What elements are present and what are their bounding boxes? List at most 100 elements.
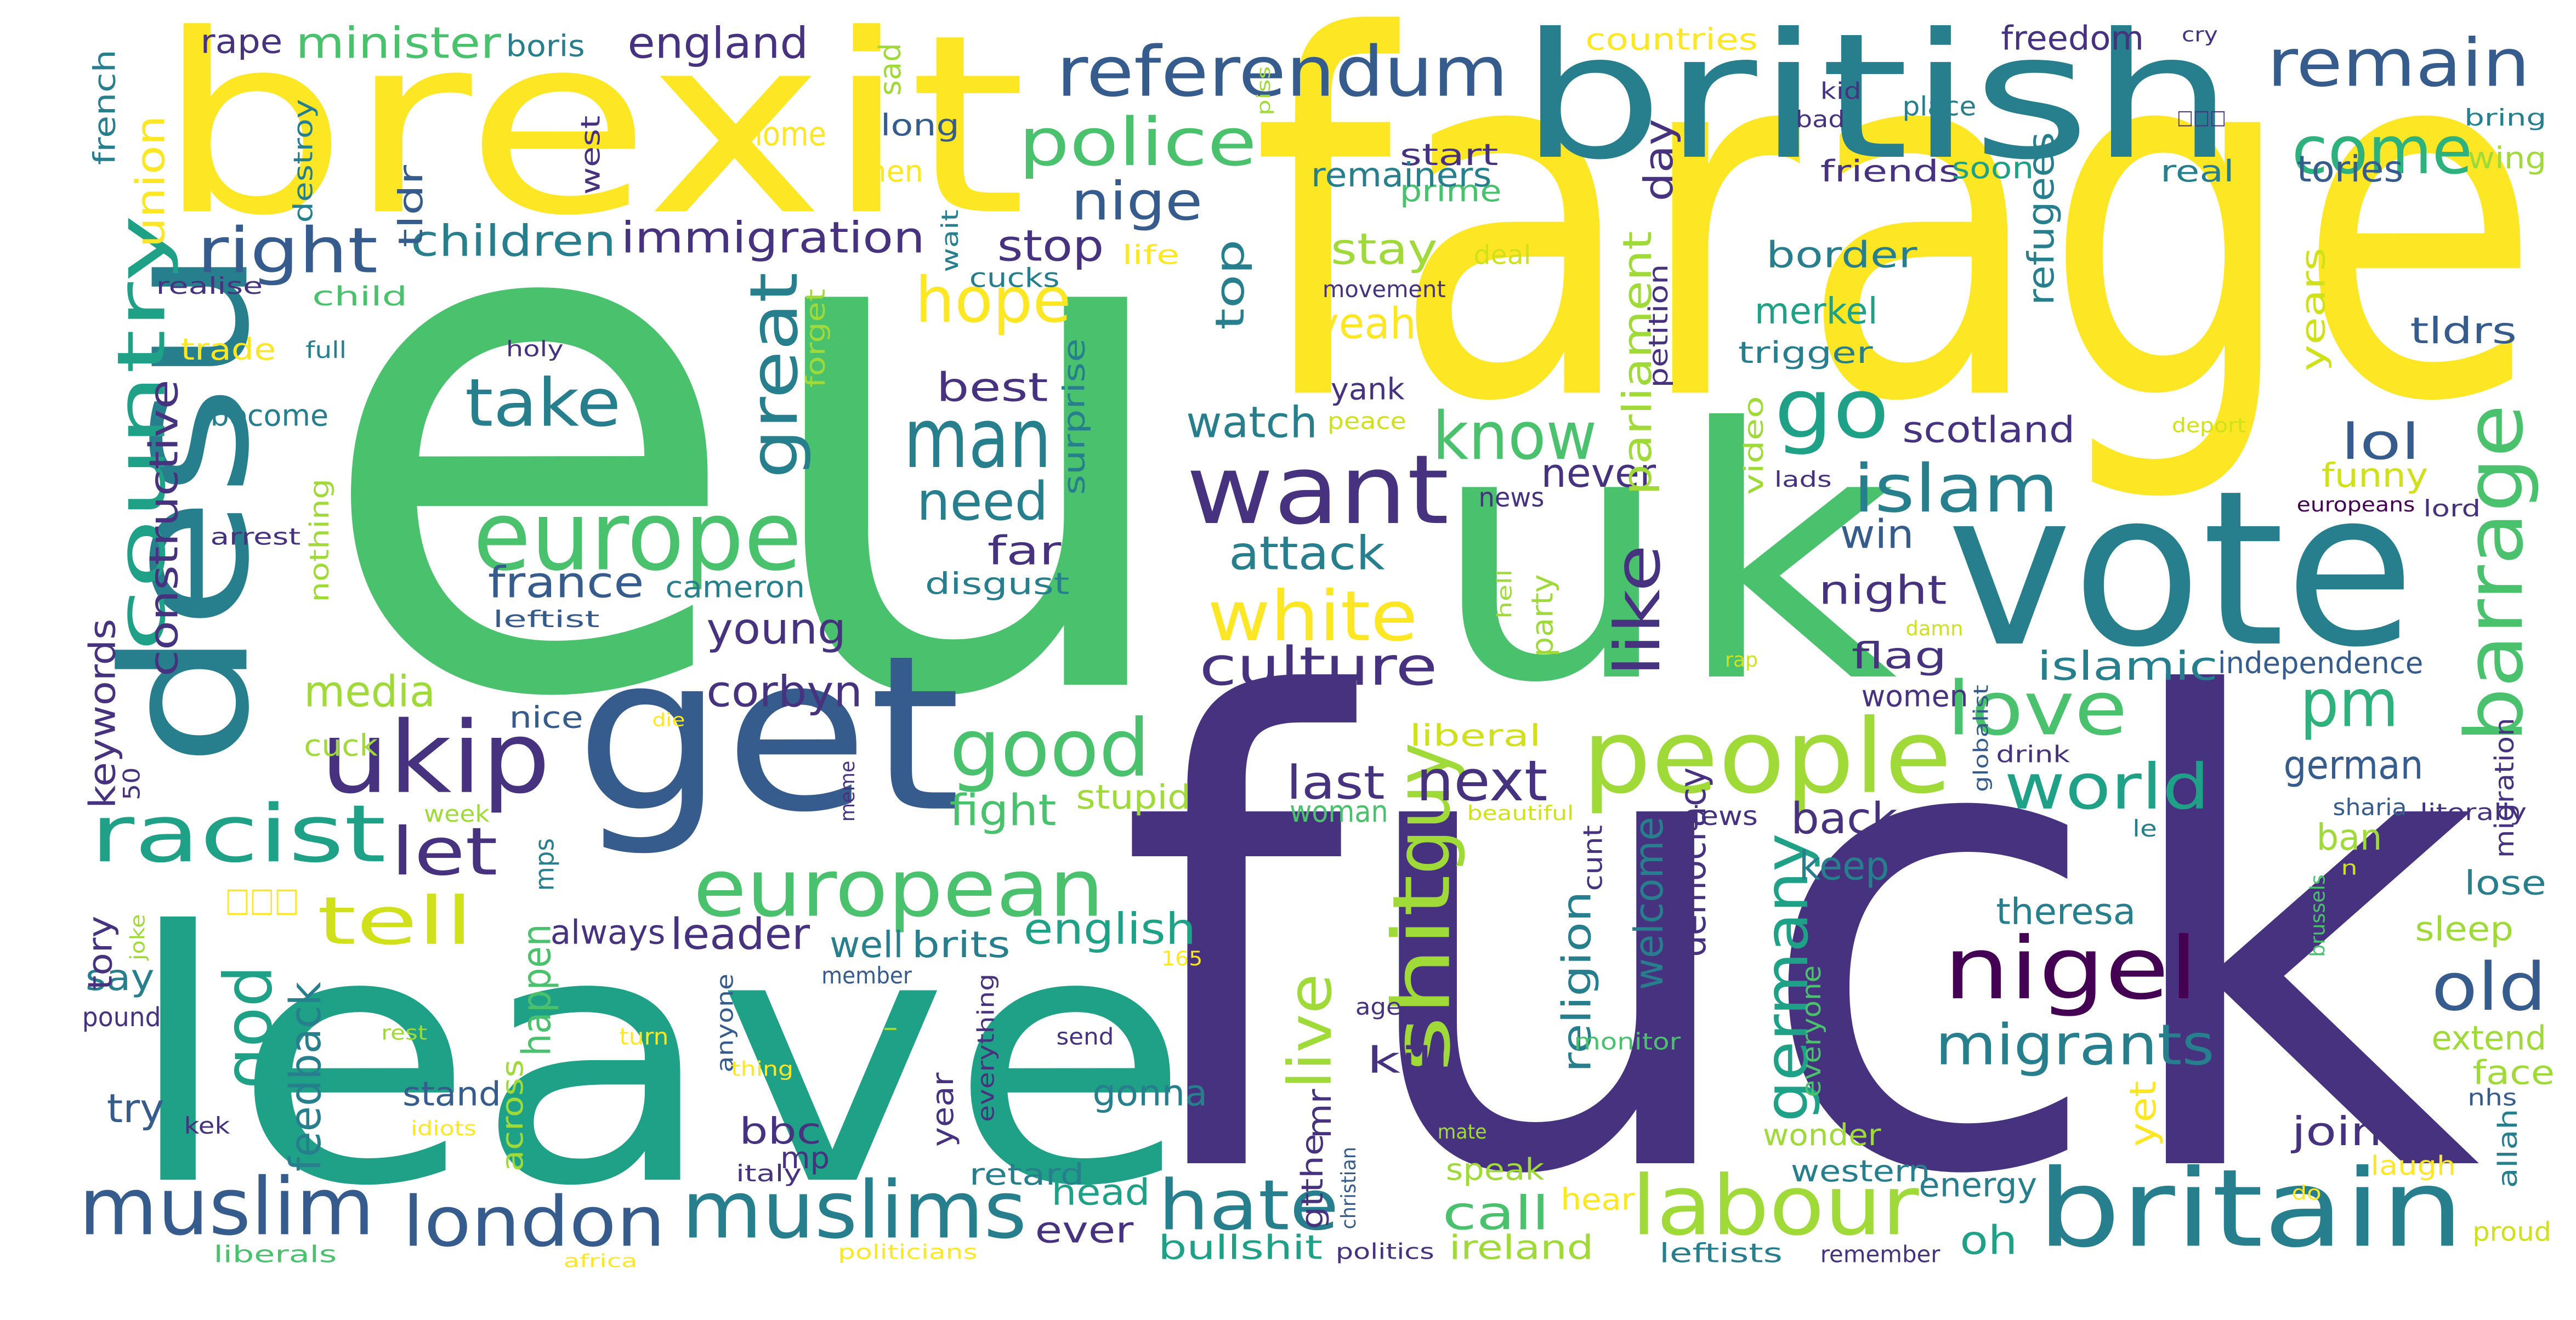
- word: liberals: [214, 1241, 337, 1268]
- word: mr: [1301, 1089, 1339, 1139]
- word: gonna: [1092, 1072, 1207, 1114]
- word: go: [1774, 361, 1890, 457]
- word: trade: [181, 332, 276, 367]
- word: deal: [1474, 240, 1531, 271]
- word: leader: [670, 909, 810, 959]
- word: happen: [514, 924, 560, 1056]
- word: mp: [780, 1141, 830, 1175]
- word: merkel: [1755, 290, 1878, 332]
- word: news: [1479, 482, 1545, 513]
- word: come: [2292, 112, 2473, 189]
- word: cry: [2182, 22, 2218, 46]
- word: french: [88, 49, 122, 165]
- word: kek: [184, 1112, 231, 1139]
- word: rest: [381, 1021, 427, 1044]
- word: leftist: [493, 606, 600, 633]
- word: love: [1947, 665, 2127, 752]
- word: idiots: [411, 1117, 476, 1140]
- word: fuck: [1117, 566, 2481, 1315]
- word: week: [424, 800, 490, 827]
- word: wait: [937, 209, 963, 272]
- word: send: [1057, 1023, 1114, 1050]
- word: feedback: [281, 981, 331, 1171]
- word: oh: [1960, 1218, 2017, 1264]
- word: die: [652, 709, 685, 730]
- word: lord: [2423, 495, 2481, 522]
- word: rap: [1725, 648, 1758, 672]
- word: bad: [1796, 106, 1845, 133]
- word: europe: [473, 481, 802, 592]
- word: country: [104, 214, 180, 652]
- word: □□□: [2177, 105, 2226, 129]
- word: bbc: [739, 1110, 821, 1152]
- word: cunt: [1578, 825, 1608, 891]
- word: deport: [2172, 414, 2246, 437]
- word: politics: [1336, 1240, 1434, 1265]
- word: liberal: [1410, 719, 1541, 753]
- word: white: [1207, 576, 1418, 657]
- word: european: [693, 843, 1104, 935]
- word: muslims: [682, 1165, 1026, 1257]
- word: england: [628, 18, 809, 68]
- word: great: [736, 272, 813, 479]
- word: place: [1903, 92, 1977, 122]
- word: laugh: [2370, 1151, 2456, 1181]
- word: ukip: [320, 700, 550, 816]
- word: cucks: [969, 263, 1060, 294]
- word: piss: [1253, 66, 1274, 115]
- word: child: [312, 281, 407, 312]
- word: london: [402, 1182, 665, 1262]
- word: next: [1416, 749, 1548, 814]
- word: turn: [620, 1023, 669, 1050]
- word: proud: [2472, 1217, 2551, 1248]
- word: vote: [1947, 445, 2415, 695]
- word: live: [1275, 974, 1345, 1089]
- word: wing: [2467, 141, 2546, 175]
- word: religion: [1554, 891, 1600, 1072]
- word: drink: [1996, 741, 2070, 768]
- word: full: [305, 337, 347, 363]
- word: home: [744, 115, 826, 153]
- word: funny: [2322, 457, 2429, 495]
- word: surprise: [1057, 338, 1091, 495]
- word: parliament: [1615, 231, 1661, 495]
- word: anyone: [711, 974, 738, 1073]
- word: constructive: [141, 379, 188, 676]
- word: eu: [312, 27, 1191, 852]
- word: years: [2295, 248, 2333, 372]
- word: member: [821, 962, 912, 989]
- word: everything: [973, 974, 1000, 1122]
- word: le: [2132, 815, 2157, 842]
- word: keep: [1799, 843, 1890, 889]
- word: lol: [2341, 413, 2420, 471]
- word: know: [1433, 398, 1597, 475]
- word: italy: [736, 1160, 802, 1187]
- word: referendum: [1057, 32, 1508, 112]
- word: monitor: [1574, 1028, 1681, 1055]
- word: across: [495, 1059, 530, 1171]
- word: prime: [1400, 174, 1502, 208]
- word: far: [988, 528, 1062, 574]
- word: stupid: [1076, 778, 1191, 817]
- word: friends: [1820, 154, 1960, 189]
- word: sleep: [2415, 911, 2513, 949]
- word: retard: [969, 1157, 1085, 1192]
- word: thing: [731, 1057, 793, 1081]
- word: yeah: [1314, 299, 1416, 349]
- word: 50: [118, 767, 145, 800]
- word: disgust: [925, 567, 1070, 601]
- word: long: [881, 108, 960, 143]
- word: want: [1186, 435, 1449, 546]
- word: do: [2292, 1181, 2322, 1204]
- word: germany: [1752, 833, 1822, 1122]
- word: police: [1019, 104, 1257, 181]
- word: union: [128, 116, 174, 248]
- word: energy: [1919, 1166, 2038, 1204]
- word: woman: [1290, 794, 1388, 829]
- word: well: [830, 924, 904, 966]
- word: year: [926, 1072, 960, 1147]
- word: never: [1541, 451, 1656, 497]
- word: kid: [1820, 78, 1862, 105]
- word: western: [1791, 1154, 1931, 1188]
- word: refugees: [2020, 132, 2062, 305]
